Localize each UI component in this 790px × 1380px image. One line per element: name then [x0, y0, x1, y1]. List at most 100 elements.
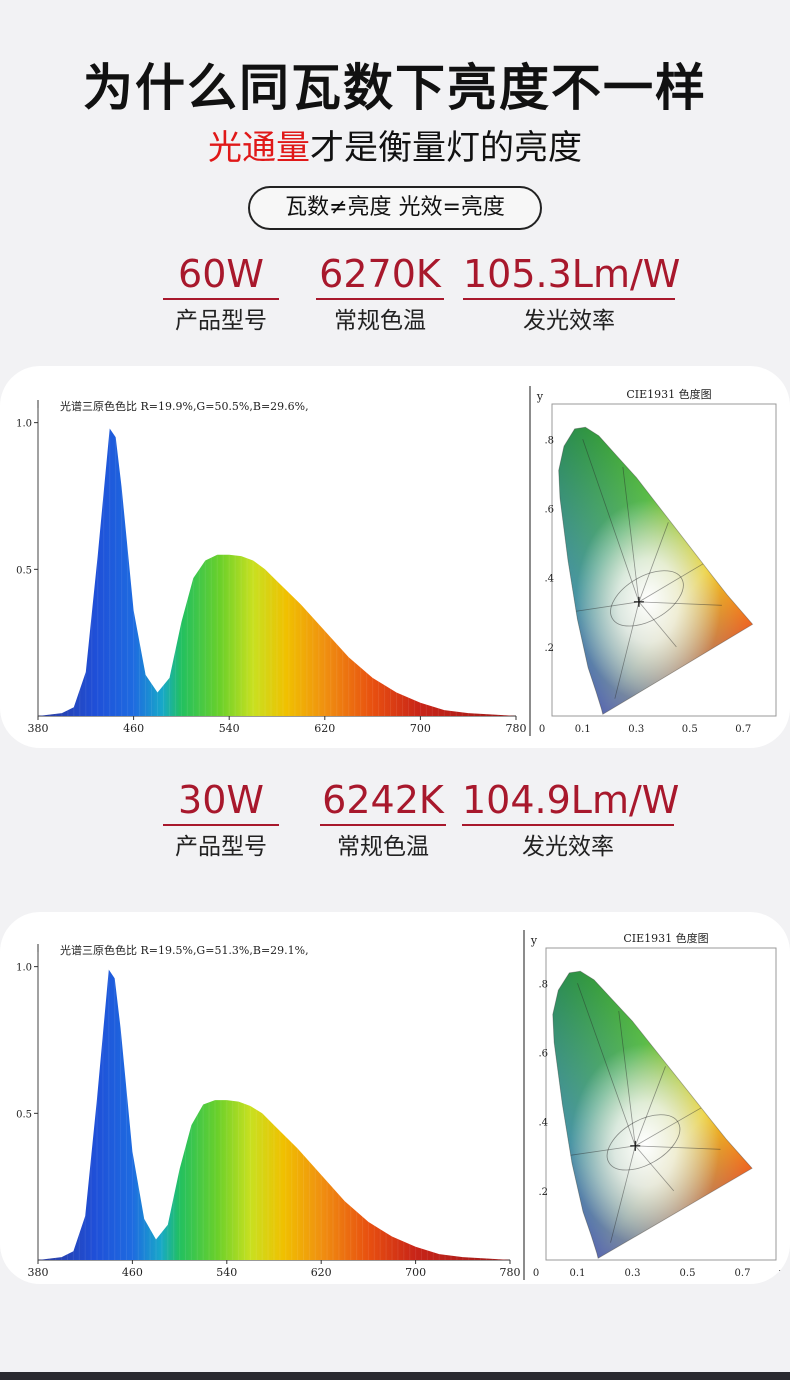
stat-label: 常规色温: [334, 308, 426, 334]
cie-y-tick-label: .4: [538, 1118, 548, 1129]
cie-region-line: [610, 1145, 636, 1243]
x-tick-label: 620: [311, 1266, 332, 1279]
cie-region-line: [577, 983, 636, 1146]
stat-label: 产品型号: [175, 308, 267, 334]
spectrum-area: [38, 428, 516, 716]
y-tick-label: 1.0: [16, 419, 32, 430]
x-tick-label: 460: [122, 1266, 143, 1279]
stat-efficacy-104-9: 104.9Lm/W 发光效率: [462, 778, 680, 862]
cie-x-tick-label: 0.7: [735, 724, 751, 735]
cie-y-tick-label: .2: [544, 643, 554, 654]
spectrum-card-1: 1.0 0.5 380 460 540 620 700 780 光谱三原色色比 R=19.9%,…: [0, 366, 790, 748]
cie-region-line: [614, 601, 640, 699]
stat-underline: [463, 298, 675, 300]
stat-value: 6270K: [319, 252, 441, 296]
bottom-bar: [0, 1372, 790, 1380]
cie-locus: [552, 970, 753, 1259]
stat-underline: [316, 298, 444, 300]
cie-x-tick-label: 0.3: [628, 724, 644, 735]
stat-color-temp-6242k: 6242K 常规色温: [320, 778, 446, 862]
stat-value: 104.9Lm/W: [462, 778, 680, 822]
spectrum-chart-2: 1.0 0.5 380 460 540 620 700 780 光谱三原色色比 R=19.5%,…: [16, 943, 521, 1279]
cie-title: CIE1931 色度图: [623, 931, 708, 945]
cie-y-tick-label: .6: [544, 504, 554, 515]
stat-underline: [163, 298, 279, 300]
x-tick-label: 540: [219, 722, 240, 735]
cie-region-line: [563, 1145, 636, 1157]
cie-frame: [545, 947, 777, 1261]
stat-label: 发光效率: [523, 308, 615, 334]
x-tick-label: 700: [410, 722, 431, 735]
cie-region-line: [638, 601, 677, 648]
spectrum-card-2: 1.0 0.5 380 460 540 620 700 780 光谱三原色色比 R=19.5%,…: [0, 912, 790, 1284]
cie-x-tick-label: 0: [539, 724, 545, 735]
cie-chart-2: .8 .6 .4 .2 0 0.1 0.3 0.5 0.7 y x CIE1931 色度图: [523, 930, 786, 1280]
stat-wattage-60: 60W 产品型号: [163, 252, 279, 336]
cie-region-line: [638, 522, 669, 602]
cie-region-line: [582, 439, 640, 602]
stat-value: 6242K: [322, 778, 444, 822]
stat-underline: [462, 824, 674, 826]
subtitle-rest: 才是衡量灯的亮度: [310, 128, 582, 168]
cie-x-tick-label: 0: [533, 1268, 539, 1279]
stat-label: 产品型号: [175, 834, 267, 860]
stat-underline: [320, 824, 446, 826]
x-tick-label: 380: [28, 722, 49, 735]
cie-y-tick-label: .2: [538, 1187, 548, 1198]
x-tick-label: 780: [506, 722, 527, 735]
stat-value: 30W: [178, 778, 264, 822]
x-tick-label: 700: [405, 1266, 426, 1279]
cie-y-tick-label: .4: [544, 574, 554, 585]
cie-x-tick-label: 0.5: [680, 1268, 696, 1279]
page-title: 为什么同瓦数下亮度不一样: [83, 59, 707, 117]
cie-region-line: [569, 601, 639, 613]
x-tick-label: 380: [28, 1266, 49, 1279]
spectrum-area: [38, 969, 510, 1260]
cie-region-line: [634, 1145, 675, 1192]
y-tick-label: 0.5: [16, 1109, 32, 1120]
cie-x-tick-label: 0.3: [625, 1268, 641, 1279]
cie-x-tick-label: 0.7: [735, 1268, 751, 1279]
cie-locus: [558, 426, 754, 715]
cie-y-tick-label: .8: [538, 979, 548, 990]
cie-region-line: [638, 563, 704, 603]
y-tick-label: 1.0: [16, 963, 32, 974]
stat-efficacy-105-3: 105.3Lm/W 发光效率: [463, 252, 681, 336]
cie-y-axis-label: y: [536, 390, 544, 403]
x-tick-label: 460: [123, 722, 144, 735]
stat-value: 105.3Lm/W: [463, 252, 681, 296]
x-tick-label: 780: [500, 1266, 521, 1279]
subtitle-highlight: 光通量: [208, 128, 310, 168]
cie-region-line: [635, 1107, 702, 1147]
cie-x-axis-label: x: [779, 1266, 786, 1279]
stat-underline: [163, 824, 279, 826]
cie-y-axis-label: y: [530, 934, 538, 947]
cie-region-line: [634, 1066, 666, 1147]
cie-y-tick-label: .8: [544, 435, 554, 446]
stat-wattage-30: 30W 产品型号: [163, 778, 279, 862]
page-subtitle: 光通量才是衡量灯的亮度: [0, 120, 790, 169]
key-message-pill: 瓦数≠亮度 光效=亮度: [248, 186, 542, 230]
stat-label: 常规色温: [337, 834, 429, 860]
spectrum-annotation: 光谱三原色色比 R=19.5%,G=51.3%,B=29.1%,: [60, 943, 309, 957]
cie-y-tick-label: .6: [538, 1048, 548, 1059]
cie-chart-1: .8 .6 .4 .2 0 0.1 0.3 0.5 0.7 y CIE1931 色度图: [529, 386, 777, 736]
stat-value: 60W: [178, 252, 264, 296]
y-tick-label: 0.5: [16, 565, 32, 576]
cie-x-tick-label: 0.1: [575, 724, 591, 735]
cie-region-line: [638, 601, 722, 606]
x-tick-label: 620: [314, 722, 335, 735]
cie-white-region: [606, 1114, 681, 1171]
cie-x-tick-label: 0.1: [570, 1268, 586, 1279]
stat-color-temp-6270k: 6270K 常规色温: [316, 252, 444, 336]
cie-white-region: [610, 570, 684, 627]
stat-label: 发光效率: [522, 834, 614, 860]
cie-title: CIE1931 色度图: [626, 387, 711, 401]
x-tick-label: 540: [216, 1266, 237, 1279]
cie-region-line: [635, 1145, 721, 1150]
cie-x-tick-label: 0.5: [682, 724, 698, 735]
cie-frame: [551, 403, 777, 717]
spectrum-annotation: 光谱三原色色比 R=19.9%,G=50.5%,B=29.6%,: [60, 399, 309, 413]
spectrum-chart-1: 1.0 0.5 380 460 540 620 700 780 光谱三原色色比 R=19.9%,…: [16, 399, 527, 735]
